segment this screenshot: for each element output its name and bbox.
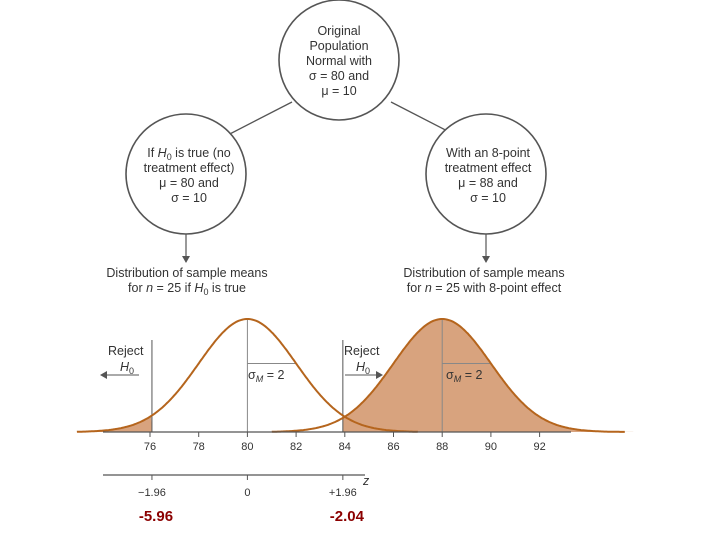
node-top-line-4: σ = 80 and — [309, 69, 369, 83]
node-top-line-5: μ = 10 — [321, 84, 356, 98]
x-tick-label: 78 — [193, 441, 205, 453]
node-right-line-4: σ = 10 — [470, 191, 506, 205]
x-tick-label: 76 — [144, 441, 156, 453]
node-null-hypothesis: If H0 is true (no treatment effect) μ = … — [125, 113, 247, 235]
null-left-tail-area — [76, 415, 152, 432]
sigma-left-label: σM = 2 — [248, 368, 284, 384]
node-treatment-effect: With an 8-point treatment effect μ = 88 … — [425, 113, 547, 235]
node-right-line-1: With an 8-point — [446, 146, 531, 160]
x-tick-label: 90 — [485, 441, 497, 453]
z-tick-label: +1.96 — [329, 487, 357, 499]
treatment-shaded-area — [342, 319, 637, 432]
node-right-line-3: μ = 88 and — [458, 176, 518, 190]
x-tick-label: 86 — [387, 441, 399, 453]
treatment-distribution-curve — [271, 318, 625, 433]
node-left-line-3: μ = 80 and — [159, 176, 219, 190]
node-left-line-2: treatment effect) — [144, 161, 235, 175]
reject-left-label: Reject — [108, 344, 144, 358]
x-tick-label: 80 — [241, 441, 253, 453]
reject-right-h0: H0 — [356, 360, 370, 376]
node-left-line-1: If H0 is true (no — [147, 146, 231, 162]
node-left-line-4: σ = 10 — [171, 191, 207, 205]
node-original-population: Original Population Normal with σ = 80 a… — [278, 0, 400, 121]
x-tick-label: 92 — [533, 441, 545, 453]
left-dist-label-line-1: Distribution of sample means — [106, 266, 267, 280]
z-tick-label: 0 — [244, 487, 250, 499]
x-tick-label: 88 — [436, 441, 448, 453]
node-right-line-2: treatment effect — [445, 161, 532, 175]
x-tick-label: 82 — [290, 441, 302, 453]
connector-top-left — [221, 101, 293, 139]
z-annotation: -2.04 — [330, 508, 365, 525]
x-tick-label: 84 — [339, 441, 351, 453]
z-annotation: -5.96 — [139, 508, 173, 525]
right-dist-label-line-1: Distribution of sample means — [403, 266, 564, 280]
node-top-line-3: Normal with — [306, 54, 372, 68]
node-top-line-2: Population — [309, 39, 368, 53]
z-axis-label: z — [362, 474, 370, 488]
null-distribution-curve — [76, 318, 418, 433]
right-dist-label-line-2: for n = 25 with 8-point effect — [407, 281, 562, 295]
left-dist-label-line-2: for n = 25 if H0 is true — [128, 281, 246, 297]
node-top-line-1: Original — [317, 24, 360, 38]
reject-left-h0: H0 — [120, 360, 134, 376]
sigma-right-label: σM = 2 — [446, 368, 482, 384]
z-tick-label: −1.96 — [138, 487, 166, 499]
reject-right-label: Reject — [344, 344, 380, 358]
